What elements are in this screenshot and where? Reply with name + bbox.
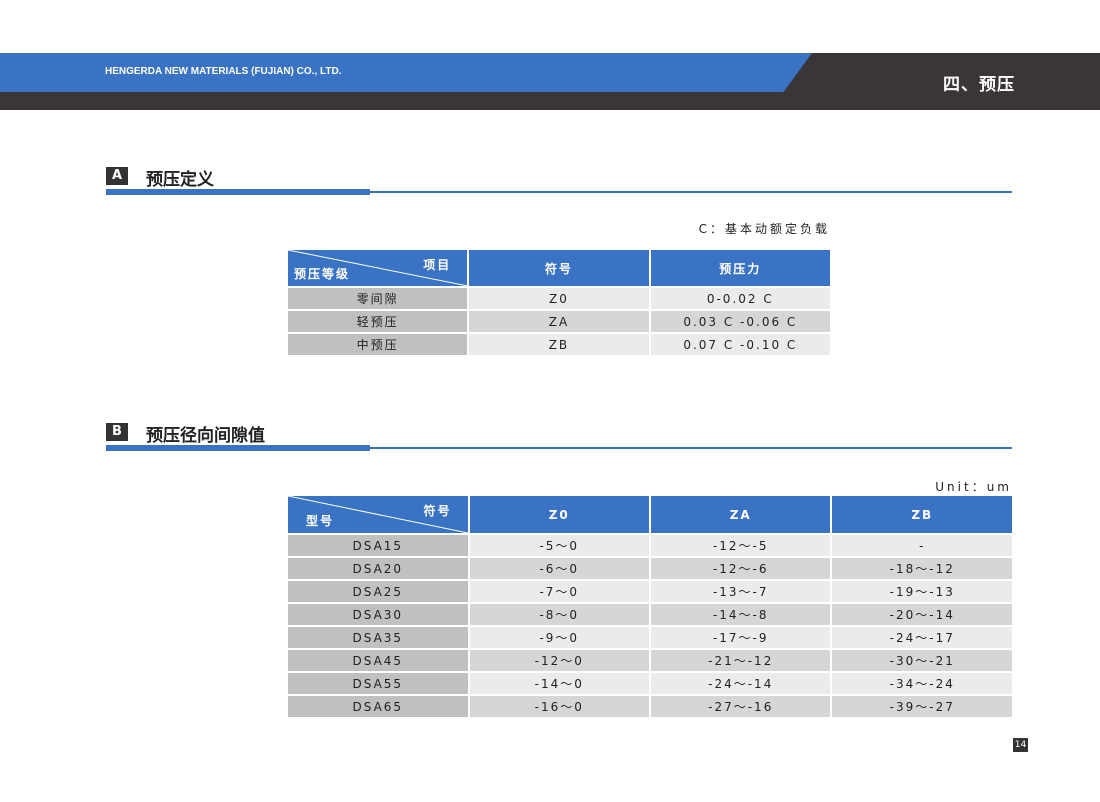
table-cell: -12～0 [469,650,649,671]
table-row: DSA45 -12～0 -21～-12 -30～-21 [288,650,1012,671]
table-row: DSA25 -7～0 -13～-7 -19～-13 [288,581,1012,602]
section-b-note: Unit：um [935,480,1012,494]
table-cell: 0.07 C -0.10 C [650,334,830,355]
section-b-title: 预压径向间隙值 [146,426,265,446]
corner-top-label: 符号 [423,504,452,518]
table-row: DSA35 -9～0 -17～-9 -24～-17 [288,627,1012,648]
table-cell: Z0 [469,288,649,309]
column-header: ZA [650,496,831,533]
table-row: 零间隙 Z0 0-0.02 C [288,288,830,309]
table-row: 中预压 ZB 0.07 C -0.10 C [288,334,830,355]
table-cell: -34～-24 [832,673,1012,694]
row-label: DSA25 [288,581,468,602]
table-cell: 0.03 C -0.06 C [650,311,830,332]
row-label: DSA45 [288,650,468,671]
company-name: HENGERDA NEW MATERIALS (FUJIAN) CO., LTD… [105,66,342,77]
row-label: DSA55 [288,673,468,694]
table-cell: -27～-16 [650,696,831,717]
radial-clearance-table: 符号 型号 Z0 ZA ZB DSA15 -5～0 -12～-5- DSA20 -6～0… [286,494,1014,719]
table-cell: -7～0 [469,581,649,602]
table-cell: -21～-12 [650,650,831,671]
chapter-title: 四、预压 [943,75,1015,95]
page-number: 14 [1013,738,1028,752]
section-b-rule [370,447,1012,449]
row-label: 零间隙 [288,288,468,309]
table-cell: -12～-5 [650,535,831,556]
table-cell: 0-0.02 C [650,288,830,309]
column-header: Z0 [469,496,649,533]
table-cell: -12～-6 [650,558,831,579]
section-b-badge: B [106,423,128,441]
row-label: DSA65 [288,696,468,717]
corner-header: 符号 型号 [288,496,468,533]
section-a-rule [370,191,1012,193]
row-label: DSA20 [288,558,468,579]
section-a-title: 预压定义 [146,170,214,190]
corner-header: 项目 预压等级 [288,250,468,286]
row-label: DSA15 [288,535,468,556]
table-cell: -30～-21 [832,650,1012,671]
table-cell: -24～-17 [832,627,1012,648]
table-cell: -18～-12 [832,558,1012,579]
table-cell: - [832,535,1012,556]
corner-bottom-label: 预压等级 [294,267,351,281]
table-row: DSA65 -16～0 -27～-16 -39～-27 [288,696,1012,717]
diagonal-line [288,250,468,286]
table-cell: -13～-7 [650,581,831,602]
table-cell: ZA [469,311,649,332]
table-row: DSA20 -6～0 -12～-6 -18～-12 [288,558,1012,579]
table-cell: -19～-13 [832,581,1012,602]
table-cell: ZB [469,334,649,355]
column-header: 预压力 [650,250,830,286]
table-cell: -14～0 [469,673,649,694]
row-label: 轻预压 [288,311,468,332]
table-cell: -20～-14 [832,604,1012,625]
section-a-note: C：基本动额定负载 [698,222,830,236]
table-cell: -16～0 [469,696,649,717]
table-cell: -17～-9 [650,627,831,648]
diagonal-line [288,496,468,533]
table-row: DSA30 -8～0 -14～-8 -20～-14 [288,604,1012,625]
table-cell: -6～0 [469,558,649,579]
table-row: DSA15 -5～0 -12～-5- [288,535,1012,556]
column-header: ZB [832,496,1012,533]
corner-bottom-label: 型号 [306,514,335,528]
header-blue-band [0,53,812,92]
section-a-badge: A [106,167,128,185]
section-b-underline [106,445,370,451]
table-cell: -9～0 [469,627,649,648]
column-header: 符号 [469,250,649,286]
table-cell: -39～-27 [832,696,1012,717]
corner-top-label: 项目 [423,258,452,272]
table-row: DSA55 -14～0 -24～-14 -34～-24 [288,673,1012,694]
table-cell: -8～0 [469,604,649,625]
preload-definition-table: 项目 预压等级 符号 预压力 零间隙 Z0 0-0.02 C 轻预压 ZA 0.03 C … [286,248,832,357]
row-label: DSA30 [288,604,468,625]
row-label: DSA35 [288,627,468,648]
table-cell: -24～-14 [650,673,831,694]
table-cell: -5～0 [469,535,649,556]
row-label: 中预压 [288,334,468,355]
table-row: 轻预压 ZA 0.03 C -0.06 C [288,311,830,332]
table-cell: -14～-8 [650,604,831,625]
section-a-underline [106,189,370,195]
